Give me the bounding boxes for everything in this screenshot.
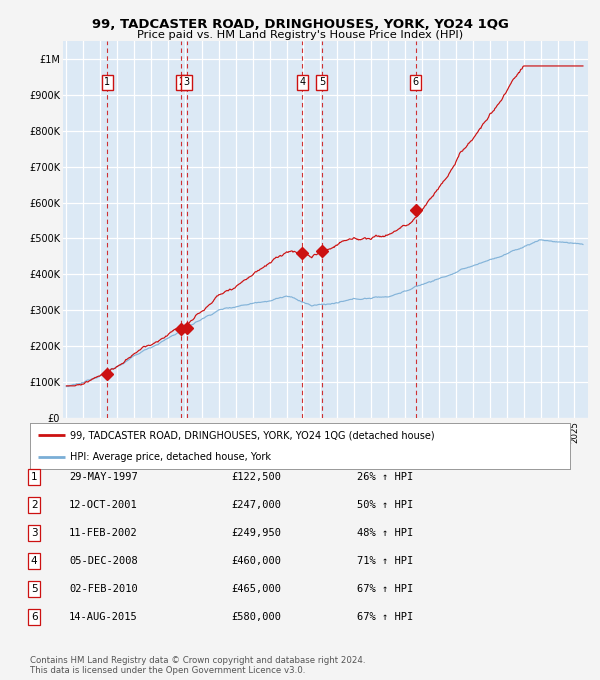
Text: 5: 5: [31, 584, 38, 594]
Text: 99, TADCASTER ROAD, DRINGHOUSES, YORK, YO24 1QG (detached house): 99, TADCASTER ROAD, DRINGHOUSES, YORK, Y…: [71, 430, 435, 441]
Text: 48% ↑ HPI: 48% ↑ HPI: [357, 528, 413, 538]
Text: 6: 6: [413, 77, 419, 87]
Text: 99, TADCASTER ROAD, DRINGHOUSES, YORK, YO24 1QG: 99, TADCASTER ROAD, DRINGHOUSES, YORK, Y…: [92, 18, 508, 31]
Text: Contains HM Land Registry data © Crown copyright and database right 2024.: Contains HM Land Registry data © Crown c…: [30, 656, 365, 665]
Text: 29-MAY-1997: 29-MAY-1997: [69, 473, 138, 482]
Text: 05-DEC-2008: 05-DEC-2008: [69, 556, 138, 566]
Text: 3: 3: [31, 528, 38, 538]
Text: 71% ↑ HPI: 71% ↑ HPI: [357, 556, 413, 566]
Text: £460,000: £460,000: [231, 556, 281, 566]
Text: £247,000: £247,000: [231, 500, 281, 510]
Text: 1: 1: [104, 77, 110, 87]
Text: 14-AUG-2015: 14-AUG-2015: [69, 612, 138, 622]
Text: 67% ↑ HPI: 67% ↑ HPI: [357, 584, 413, 594]
Text: HPI: Average price, detached house, York: HPI: Average price, detached house, York: [71, 452, 271, 462]
Text: 3: 3: [184, 77, 190, 87]
Text: 11-FEB-2002: 11-FEB-2002: [69, 528, 138, 538]
Text: 67% ↑ HPI: 67% ↑ HPI: [357, 612, 413, 622]
Text: Price paid vs. HM Land Registry's House Price Index (HPI): Price paid vs. HM Land Registry's House …: [137, 30, 463, 40]
Text: £580,000: £580,000: [231, 612, 281, 622]
Text: £465,000: £465,000: [231, 584, 281, 594]
Text: 4: 4: [31, 556, 38, 566]
Text: 26% ↑ HPI: 26% ↑ HPI: [357, 473, 413, 482]
Text: £122,500: £122,500: [231, 473, 281, 482]
Text: 02-FEB-2010: 02-FEB-2010: [69, 584, 138, 594]
Text: 1: 1: [31, 473, 38, 482]
Text: 4: 4: [299, 77, 305, 87]
Text: This data is licensed under the Open Government Licence v3.0.: This data is licensed under the Open Gov…: [30, 666, 305, 675]
Text: 12-OCT-2001: 12-OCT-2001: [69, 500, 138, 510]
Text: £249,950: £249,950: [231, 528, 281, 538]
Text: 2: 2: [31, 500, 38, 510]
Text: 6: 6: [31, 612, 38, 622]
Text: 5: 5: [319, 77, 325, 87]
Text: 50% ↑ HPI: 50% ↑ HPI: [357, 500, 413, 510]
Text: 2: 2: [178, 77, 184, 87]
